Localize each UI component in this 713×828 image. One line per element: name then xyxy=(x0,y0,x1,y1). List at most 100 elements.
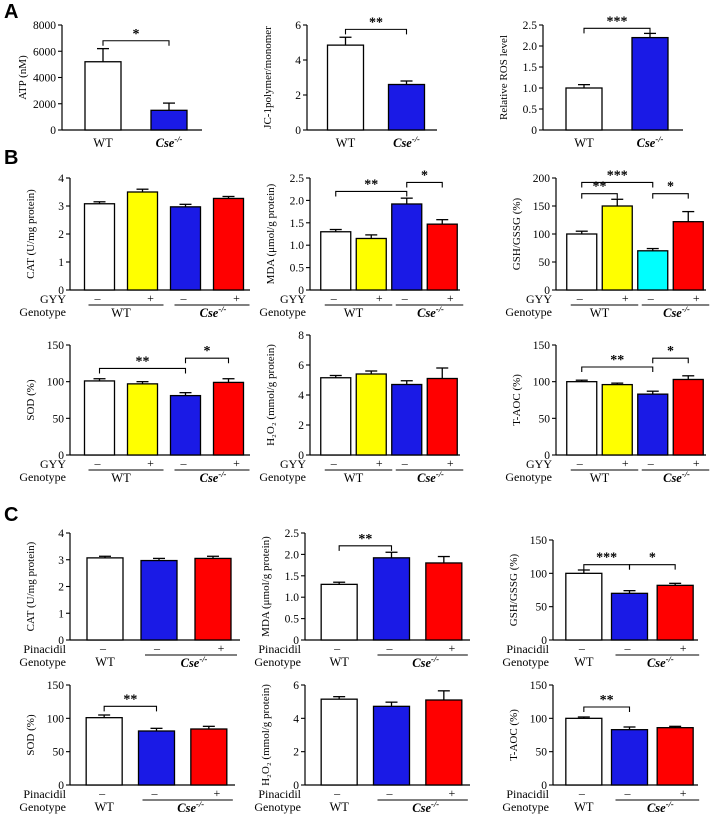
group-label-cse: Cse-/- xyxy=(412,654,439,670)
bar xyxy=(637,393,669,456)
group-label-cse-sup: -/- xyxy=(218,469,226,479)
plus-marker: + xyxy=(233,456,240,470)
minus-marker: – xyxy=(386,786,394,800)
y-tick-label: 50 xyxy=(539,257,551,269)
y-tick-label: 150 xyxy=(530,680,548,692)
treatment-row-label: GYY xyxy=(40,292,66,306)
group-label-wt: WT xyxy=(111,471,131,485)
y-tick-label: 150 xyxy=(533,340,551,352)
group-label-cse-base: Cse xyxy=(647,801,666,815)
genotype-row-label: Genotype xyxy=(259,470,306,484)
bar xyxy=(610,592,649,641)
y-tick-label: 0 xyxy=(293,635,299,647)
treatment-row-label: Pinacidil xyxy=(506,642,549,656)
chart-a2: 0 2 4 6 JC-1polymer/monomer ** WT Cse-/- xyxy=(262,15,437,150)
x-category-label-wt: WT xyxy=(93,136,113,150)
plus-marker: + xyxy=(448,786,455,800)
y-axis-label: CAT (U/mg protein) xyxy=(25,541,37,631)
significance-label: ** xyxy=(123,692,137,707)
group-label-cse: Cse-/- xyxy=(417,469,444,485)
group-label-cse-base: Cse xyxy=(412,656,431,670)
genotype-row-label: Genotype xyxy=(254,655,301,669)
minus-marker: – xyxy=(98,786,106,800)
minus-marker: – xyxy=(333,641,341,655)
bar xyxy=(140,559,178,641)
treatment-row-label: Pinacidil xyxy=(23,642,66,656)
group-label-cse-sup: -/- xyxy=(682,469,690,479)
y-tick-label: 150 xyxy=(530,535,548,547)
group-label-cse-sup: -/- xyxy=(199,654,207,664)
minus-marker: – xyxy=(401,291,409,305)
minus-marker: – xyxy=(94,456,102,470)
minus-marker: – xyxy=(647,291,655,305)
group-label-wt: WT xyxy=(590,471,610,485)
plus-marker: + xyxy=(447,456,454,470)
y-tick-label: 0 xyxy=(298,450,304,462)
plus-marker: + xyxy=(693,456,700,470)
chart-a3: 0 0.5 1.0 1.5 2.0 2.5 Relative ROS level *** WT C… xyxy=(498,14,683,150)
plus-marker: + xyxy=(147,291,154,305)
plus-marker: + xyxy=(448,641,455,655)
group-label-cse-sup: -/- xyxy=(666,654,674,664)
significance-label: * xyxy=(649,551,656,566)
y-tick-label: 2 xyxy=(295,90,301,102)
y-tick-label: 2.0 xyxy=(290,195,305,207)
minus-marker: – xyxy=(647,456,655,470)
y-tick-label: 6 xyxy=(298,360,304,372)
group-label-cse: Cse-/- xyxy=(181,654,208,670)
significance-bracket xyxy=(98,367,187,374)
group-label-cse-base: Cse xyxy=(663,471,682,485)
significance-label: * xyxy=(667,180,674,195)
y-tick-label: 1.5 xyxy=(523,62,538,74)
y-tick-label: 3 xyxy=(58,555,64,567)
x-category-label-cse-base: Cse xyxy=(156,136,175,150)
y-tick-label: 50 xyxy=(53,413,65,425)
y-tick-label: 1.0 xyxy=(285,592,300,604)
significance-label: *** xyxy=(607,168,628,183)
y-tick-label: 0 xyxy=(58,780,64,792)
y-tick-label: 1.5 xyxy=(285,571,300,583)
plus-marker: + xyxy=(622,291,629,305)
treatment-row-label: GYY xyxy=(526,292,552,306)
significance-label: * xyxy=(421,168,428,183)
genotype-row-label: Genotype xyxy=(19,655,66,669)
y-tick-label: 3 xyxy=(58,201,64,213)
chart-a1: 0 2000 4000 6000 8000 ATP (nM) * WT Cse-/- xyxy=(17,20,202,150)
y-tick-label: 2.5 xyxy=(285,528,300,540)
panel-letter-a: A xyxy=(4,1,18,23)
group-label-cse-base: Cse xyxy=(200,471,219,485)
y-tick-label: 50 xyxy=(539,413,551,425)
y-tick-label: 2000 xyxy=(33,99,56,111)
significance-bracket xyxy=(338,545,393,551)
y-tick-label: 2 xyxy=(293,747,299,759)
bar xyxy=(631,36,669,131)
treatment-row-label: Pinacidil xyxy=(258,642,301,656)
bar xyxy=(391,383,423,456)
y-tick-label: 100 xyxy=(533,229,551,241)
group-label-cse-sup: -/- xyxy=(666,799,674,809)
minus-marker: – xyxy=(333,786,341,800)
group-label-cse: Cse-/- xyxy=(417,304,444,320)
group-label-cse: Cse-/- xyxy=(412,799,439,815)
minus-marker: – xyxy=(330,291,338,305)
significance-label: ** xyxy=(364,177,378,192)
bar xyxy=(169,206,202,291)
y-tick-label: 4 xyxy=(58,528,64,540)
y-tick-label: 0 xyxy=(58,285,64,297)
x-category-label-cse-base: Cse xyxy=(393,136,412,150)
bar xyxy=(601,383,633,456)
treatment-row-label: GYY xyxy=(40,457,66,471)
plus-marker: + xyxy=(622,456,629,470)
treatment-row-label: GYY xyxy=(280,292,306,306)
bar xyxy=(672,378,704,456)
y-tick-label: 50 xyxy=(536,747,548,759)
treatment-row-label: GYY xyxy=(526,457,552,471)
y-tick-label: 0.5 xyxy=(290,263,305,275)
minus-marker: – xyxy=(576,456,584,470)
group-label-wt: WT xyxy=(344,306,364,320)
panel-letter-b: B xyxy=(4,147,18,169)
y-tick-label: 4 xyxy=(58,173,64,185)
group-label-cse-sup: -/- xyxy=(431,799,439,809)
